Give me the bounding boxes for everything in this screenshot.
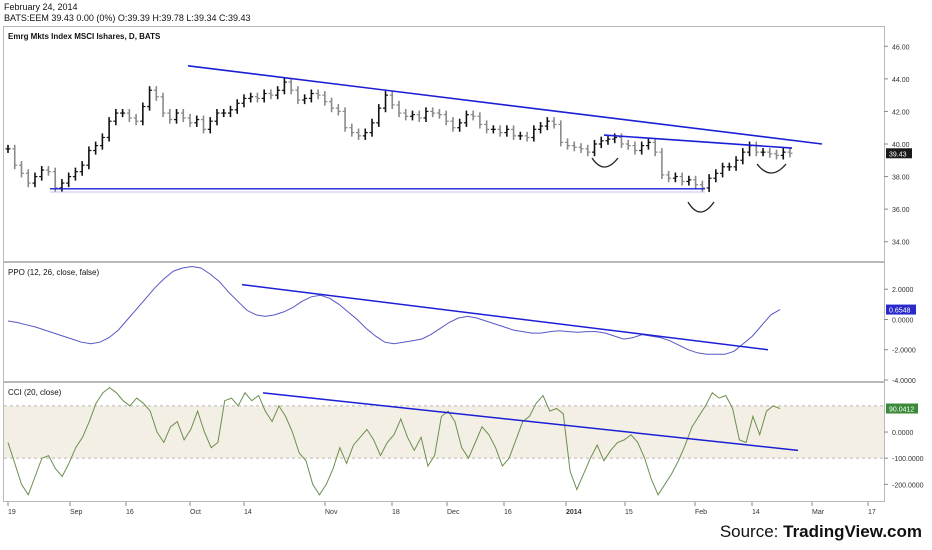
time-tick-label: 16 (504, 509, 512, 516)
cci-chart: 0.0000 -100.0000 -200.0000 90.0412 (4, 386, 924, 496)
ppo-line (7, 265, 781, 355)
cci-ytick-label: -100.0000 (892, 456, 924, 463)
time-tick-label: 17 (868, 509, 876, 516)
ppo-ytick-label: 2.0000 (892, 287, 914, 294)
time-tick-label: Feb (695, 509, 707, 516)
ppo-chart: 2.0000 0.0000 -2.0000 -4.0000 0.6548 (7, 265, 916, 385)
price-last-value-tag (886, 148, 912, 159)
time-tick-label: 18 (392, 509, 400, 516)
time-tick-label: Nov (325, 509, 338, 516)
ppo-trendline (241, 283, 769, 351)
right-shoulder-arc (756, 163, 787, 174)
header-quote: BATS:EEM 39.43 0.00 (0%) O:39.39 H:39.78… (4, 13, 251, 23)
price-chart-title: Emrg Mkts Index MSCI Ishares, D, BATS (8, 32, 161, 41)
source-brand[interactable]: TradingView.com (783, 522, 922, 541)
cci-trendline (262, 392, 799, 452)
cci-ytick-label: -200.0000 (892, 482, 924, 489)
time-tick-label: Mar (812, 509, 825, 516)
price-ytick-label: 38.00 (892, 175, 910, 182)
time-tick-label: Sep (70, 509, 83, 516)
time-tick-label: 14 (244, 509, 252, 516)
header-date: February 24, 2014 (4, 2, 78, 12)
source-credit: Source: TradingView.com (719, 522, 922, 541)
ppo-ytick-label: -2.0000 (892, 348, 916, 355)
price-ytick-label: 36.00 (892, 207, 910, 214)
time-tick-label: Dec (447, 509, 460, 516)
cci-line (7, 386, 781, 496)
ppo-panel[interactable] (3, 262, 885, 382)
cci-chart-title: CCI (20, close) (8, 388, 62, 397)
cci-last-value-tag (886, 403, 918, 414)
head-arc (687, 201, 715, 213)
price-ytick-label: 42.00 (892, 109, 910, 116)
cci-ytick-label: 0.0000 (892, 430, 914, 437)
price-ytick-label: 44.00 (892, 77, 910, 84)
left-shoulder-arc (591, 157, 619, 168)
price-chart: 46.00 44.00 42.00 40.00 38.00 36.00 34.00 39.43 (5, 44, 912, 247)
price-ytick-label: 34.00 (892, 240, 910, 247)
time-tick-label: 16 (126, 509, 134, 516)
time-tick-label: 15 (625, 509, 633, 516)
ppo-last-value-tag (886, 304, 916, 315)
time-tick-label: 19 (8, 509, 16, 516)
time-tick-label: Oct (190, 509, 201, 516)
price-ytick-label: 46.00 (892, 44, 910, 51)
time-axis: 19 Sep 16 Oct 14 Nov 18 Dec 16 2014 15 Feb 14 Mar 17 (7, 502, 876, 516)
cci-last-value-text: 90.0412 (889, 407, 914, 414)
ppo-ytick-label: 0.0000 (892, 317, 914, 324)
price-last-value-text: 39.43 (889, 151, 907, 158)
neckline-trendline (603, 134, 793, 149)
time-tick-label: 2014 (566, 509, 582, 516)
ppo-last-value-text: 0.6548 (889, 308, 911, 315)
ppo-chart-title: PPO (12, 26, close, false) (8, 268, 100, 277)
upper-trendline (187, 65, 823, 145)
ppo-ytick-label: -4.0000 (892, 378, 916, 385)
time-tick-label: 14 (752, 509, 760, 516)
price-ytick-label: 40.00 (892, 142, 910, 149)
